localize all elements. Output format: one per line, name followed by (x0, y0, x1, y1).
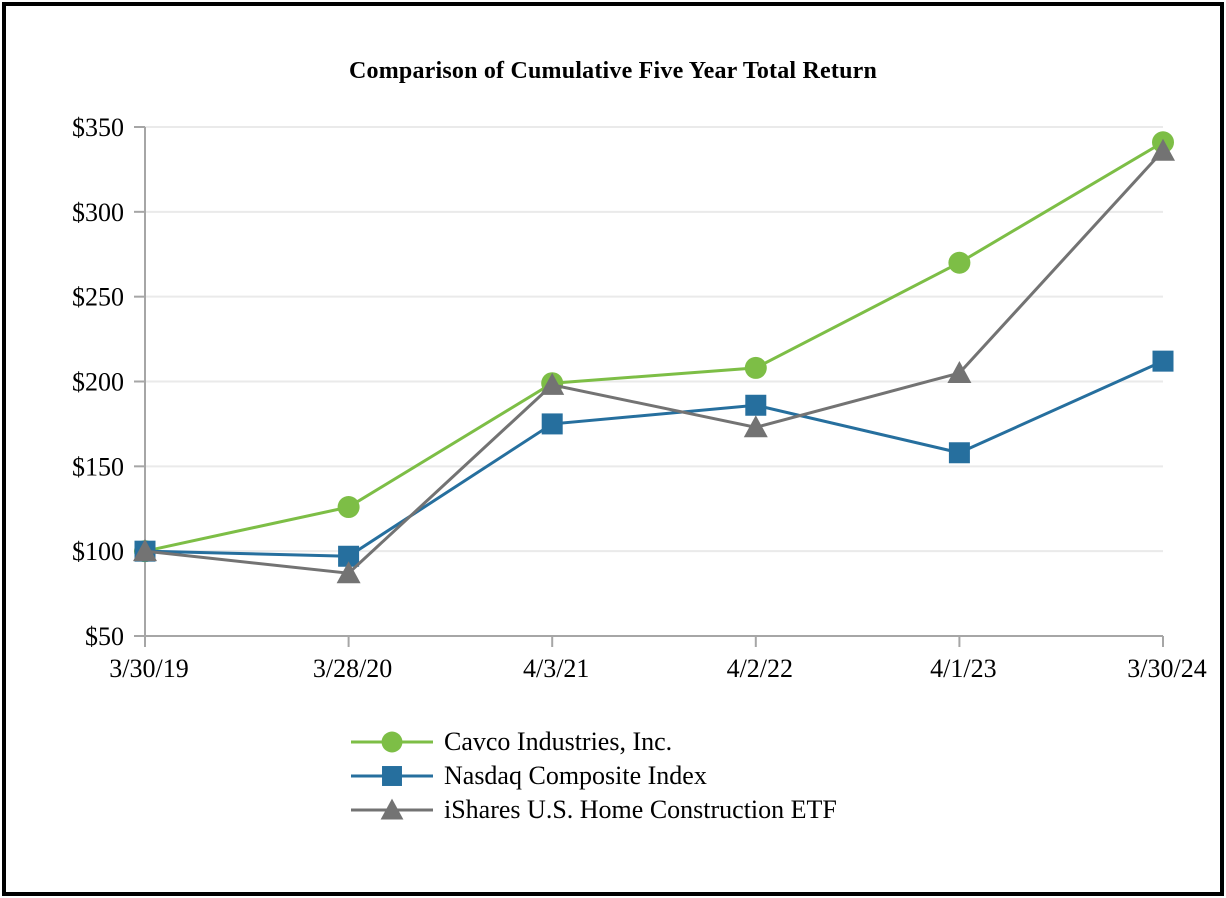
series-triangle (133, 138, 1175, 584)
square-marker-icon (338, 545, 360, 567)
y-tick-label: $300 (72, 198, 124, 227)
y-tick-label: $350 (72, 113, 124, 142)
circle-marker-icon (744, 356, 767, 379)
triangle-marker-icon (540, 372, 565, 395)
x-tick-label: 4/3/21 (523, 654, 589, 683)
legend-label: Nasdaq Composite Index (444, 761, 707, 790)
triangle-marker-icon (133, 539, 157, 562)
legend-item: iShares U.S. Home Construction ETF (349, 793, 837, 827)
square-marker-icon (541, 413, 563, 435)
series-circle (134, 131, 1174, 563)
legend-label: iShares U.S. Home Construction ETF (444, 795, 837, 824)
series-square (134, 350, 1174, 567)
x-tick-label: 3/28/20 (313, 654, 392, 683)
triangle-marker-icon (336, 561, 361, 584)
series-line (144, 149, 1165, 575)
legend-item: Nasdaq Composite Index (349, 759, 837, 793)
x-tick-label: 3/30/19 (109, 654, 188, 683)
triangle-marker-icon (380, 798, 404, 820)
square-marker-icon (948, 442, 970, 464)
y-axis-labels: $350 $300 $250 $200 $150 $100 $50 (72, 113, 124, 651)
circle-marker-icon (337, 496, 360, 519)
chart-title: Comparison of Cumulative Five Year Total… (348, 58, 878, 84)
legend-label: Cavco Industries, Inc. (444, 727, 673, 756)
triangle-marker-icon (947, 361, 972, 384)
y-tick-label: $100 (72, 537, 124, 566)
legend-swatch (351, 798, 433, 820)
triangle-marker-icon (1151, 138, 1175, 161)
legend-swatch (351, 766, 433, 786)
x-tick-label: 3/30/24 (1127, 654, 1206, 683)
y-tick-label: $200 (72, 368, 124, 397)
chart-legend: Cavco Industries, Inc. Nasdaq Composite I… (349, 725, 837, 827)
y-tick-label: $250 (72, 283, 124, 312)
x-axis-labels: 3/30/19 3/28/20 4/3/21 4/2/22 4/1/23 3/30/24 (109, 654, 1206, 683)
line-chart-plot: $350 $300 $250 $200 $150 $100 $50 3/30/19 3/28/2… (72, 113, 1207, 683)
x-tick-label: 4/2/22 (727, 654, 793, 683)
x-tick-label: 4/1/23 (930, 654, 996, 683)
gridlines (145, 126, 1163, 553)
square-marker-icon (382, 766, 402, 786)
legend-item: Cavco Industries, Inc. (349, 725, 837, 759)
square-marker-icon (1152, 350, 1174, 372)
square-marker-icon (745, 394, 767, 416)
circle-marker-icon (381, 731, 403, 753)
y-tick-label: $150 (72, 452, 124, 481)
series-line (144, 140, 1164, 553)
circle-marker-icon (948, 251, 971, 274)
y-tick-label: $50 (85, 622, 124, 651)
legend-swatch (351, 731, 433, 753)
triangle-marker-icon (743, 415, 768, 438)
axes (134, 126, 1164, 647)
series-line (144, 359, 1164, 558)
